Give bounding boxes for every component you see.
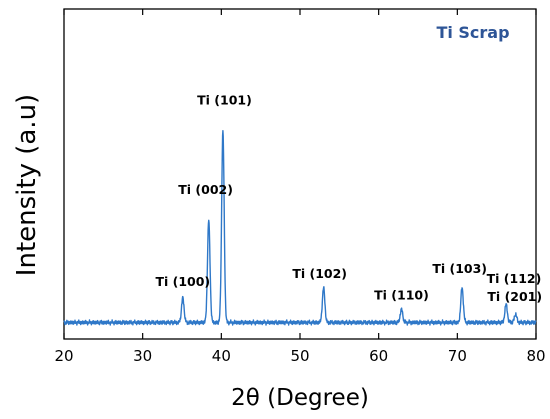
peak-label: Ti (112) [487,271,542,286]
x-tick-label: 30 [133,347,152,365]
x-tick-label: 40 [212,347,231,365]
peak-annotations: Ti (100) Ti (002) Ti (101) Ti (102) Ti (110)… [155,93,542,304]
x-tick-label: 50 [290,347,309,365]
series-line [63,129,537,326]
legend-label: Ti Scrap [436,23,509,42]
plot-frame [63,8,537,340]
x-tick-label: 80 [526,347,545,365]
y-axis-label: Intensity (a.u) [12,94,42,276]
peak-label: Ti (201) [487,289,542,304]
peak-label: Ti (100) [155,274,210,289]
peak-label: Ti (110) [374,287,429,302]
x-axis-label: 2θ (Degree) [231,385,369,411]
peak-label: Ti (002) [178,182,233,197]
x-tick-label: 70 [448,347,467,365]
peak-label: Ti (102) [292,266,347,281]
axis-ticks: 20 30 40 50 60 70 80 [54,9,546,365]
peak-label: Ti (101) [197,93,252,108]
x-tick-label: 20 [54,347,73,365]
series-layer [63,129,537,326]
peak-label: Ti (103) [432,261,487,276]
plot-area [63,8,537,340]
x-tick-label: 60 [369,347,388,365]
